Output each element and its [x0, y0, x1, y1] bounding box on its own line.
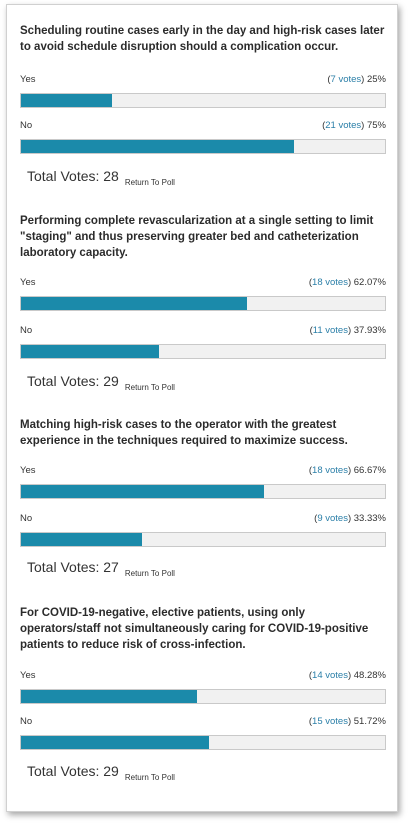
vote-count: 18 votes	[312, 465, 348, 476]
poll-1: Scheduling routine cases early in the da…	[20, 23, 388, 187]
return-to-poll-link[interactable]: Return To Poll	[124, 383, 175, 392]
answer-no: No (11 votes) 37.93%	[20, 325, 386, 359]
poll-2: Performing complete revascularization at…	[20, 213, 388, 392]
total-votes-label: Total Votes: 27	[27, 559, 119, 575]
total-votes: Total Votes: 29 Return To Poll	[27, 763, 175, 782]
result-bar	[20, 344, 386, 359]
vote-percent: 51.72%	[353, 716, 386, 727]
vote-percent: 66.67%	[353, 465, 386, 476]
vote-count: 7 votes	[330, 74, 362, 85]
result-bar	[20, 735, 386, 750]
vote-count: 18 votes	[312, 277, 348, 288]
answer-stats: (9 votes) 33.33%	[314, 513, 386, 524]
answer-label: Yes	[20, 465, 36, 476]
result-bar-fill	[21, 533, 143, 546]
poll-question: Scheduling routine cases early in the da…	[20, 25, 385, 53]
poll-question: Matching high-risk cases to the operator…	[20, 419, 348, 447]
answer-stats: (11 votes) 37.93%	[309, 325, 386, 336]
poll-4: For COVID-19-negative, elective patients…	[20, 605, 388, 782]
answer-label: Yes	[20, 277, 36, 288]
answer-label: Yes	[20, 670, 36, 681]
vote-percent: 33.33%	[353, 513, 386, 524]
vote-count: 9 votes	[317, 513, 348, 524]
answer-yes: Yes (14 votes) 48.28%	[20, 670, 386, 704]
answer-yes: Yes (18 votes) 62.07%	[20, 277, 386, 311]
answer-yes: Yes (7 votes) 25%	[20, 74, 386, 108]
answer-yes: Yes (18 votes) 66.67%	[20, 465, 386, 499]
answer-no: No (9 votes) 33.33%	[20, 513, 386, 547]
answer-label: No	[20, 513, 33, 524]
poll-3: Matching high-risk cases to the operator…	[20, 417, 388, 578]
vote-percent: 62.07%	[353, 277, 386, 288]
answer-stats: (7 votes) 25%	[327, 74, 386, 85]
result-bar-fill	[21, 297, 247, 310]
total-votes-label: Total Votes: 28	[27, 168, 119, 184]
total-votes-label: Total Votes: 29	[27, 373, 119, 389]
answer-no: No (21 votes) 75%	[20, 120, 386, 154]
result-bar	[20, 139, 386, 154]
result-bar-fill	[21, 140, 294, 153]
result-bar-fill	[21, 736, 210, 749]
answer-stats: (18 votes) 66.67%	[308, 465, 386, 476]
poll-question: Performing complete revascularization at…	[20, 215, 374, 259]
total-votes: Total Votes: 27 Return To Poll	[27, 559, 175, 578]
return-to-poll-link[interactable]: Return To Poll	[124, 773, 175, 782]
vote-percent: 37.93%	[353, 325, 386, 336]
answer-label: Yes	[20, 74, 36, 85]
return-to-poll-link[interactable]: Return To Poll	[124, 178, 175, 187]
vote-count: 21 votes	[325, 120, 362, 131]
answer-stats: (21 votes) 75%	[322, 120, 386, 131]
result-bar	[20, 532, 386, 547]
result-bar	[20, 484, 386, 499]
vote-percent: 25%	[366, 74, 386, 85]
total-votes-label: Total Votes: 29	[27, 763, 119, 779]
answer-stats: (18 votes) 62.07%	[308, 277, 386, 288]
poll-results-card: Scheduling routine cases early in the da…	[6, 4, 398, 812]
result-bar	[20, 93, 386, 108]
poll-question: For COVID-19-negative, elective patients…	[20, 607, 369, 651]
vote-count: 14 votes	[312, 670, 348, 681]
vote-percent: 48.28%	[353, 670, 386, 681]
result-bar-fill	[21, 485, 264, 498]
answer-label: No	[20, 120, 33, 131]
vote-count: 11 votes	[312, 325, 348, 336]
answer-no: No (15 votes) 51.72%	[20, 716, 386, 750]
answer-stats: (14 votes) 48.28%	[308, 670, 386, 681]
vote-percent: 75%	[366, 120, 386, 131]
result-bar	[20, 689, 386, 704]
result-bar-fill	[21, 94, 112, 107]
result-bar	[20, 296, 386, 311]
total-votes: Total Votes: 29 Return To Poll	[27, 373, 175, 392]
vote-count: 15 votes	[312, 716, 348, 727]
answer-label: No	[20, 325, 33, 336]
answer-label: No	[20, 716, 33, 727]
result-bar-fill	[21, 345, 160, 358]
return-to-poll-link[interactable]: Return To Poll	[124, 569, 175, 578]
answer-stats: (15 votes) 51.72%	[308, 716, 386, 727]
total-votes: Total Votes: 28 Return To Poll	[27, 168, 175, 187]
result-bar-fill	[21, 690, 197, 703]
